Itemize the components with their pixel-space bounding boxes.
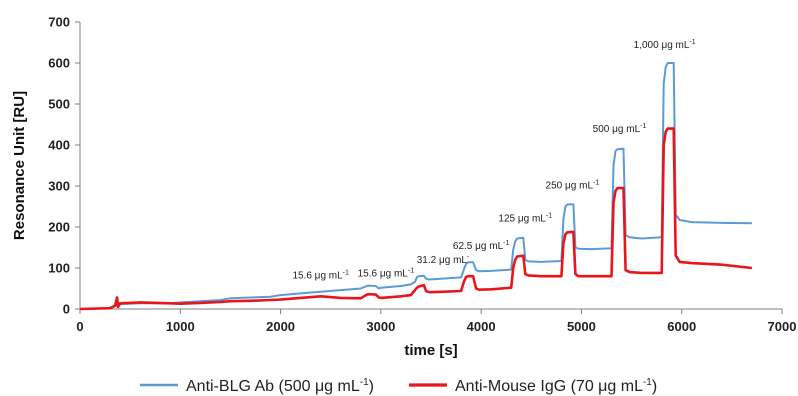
legend: Anti-BLG Ab (500 μg mL-1) Anti-Mouse IgG … [140,377,657,395]
concentration-annotation: 15.6 μg mL-1 [358,268,415,280]
concentration-annotation: 500 μg mL-1 [593,123,647,135]
x-tick-label: 5000 [567,319,596,334]
x-axis-title: time [s] [404,342,457,359]
legend-label-1: Anti-BLG Ab (500 μg mL-1) [186,377,374,395]
y-tick-label: 700 [48,15,70,30]
x-tick-label: 4000 [467,319,496,334]
annotations: 15.6 μg mL-1 15.6 μg mL-131.2 μg mL-62.5 … [292,39,695,281]
y-tick-label: 400 [48,138,70,153]
concentration-annotation: 1,000 μg mL-1 [634,39,696,51]
y-tick-label: 100 [48,261,70,276]
y-tick-label: 200 [48,220,70,235]
concentration-annotation: 31.2 μg mL- [417,254,470,266]
x-tick-label: 7000 [768,319,797,334]
series-line-2 [79,127,753,311]
x-tick-label: 2000 [266,319,295,334]
x-tick-label: 1000 [166,319,195,334]
concentration-annotation: 250 μg mL-1 [546,179,600,191]
y-tick-label: 500 [48,97,70,112]
concentration-annotation: 62.5 μg mL-1 [453,240,510,252]
concentration-annotation: 125 μg mL-1 [498,212,552,224]
legend-label-2: Anti-Mouse IgG (70 μg mL-1) [455,377,657,395]
y-tick-label: 600 [48,56,70,71]
x-tick-label: 0 [76,319,83,334]
axes [79,22,782,310]
series-lines [79,62,753,311]
y-tick-label: 300 [48,179,70,194]
y-tick-label: 0 [63,302,70,317]
x-tick-label: 3000 [366,319,395,334]
concentration-annotation: 15.6 μg mL-1 [292,269,349,281]
x-tick-label: 6000 [667,319,696,334]
y-axis-title: Resonance Unit [RU] [11,91,28,240]
